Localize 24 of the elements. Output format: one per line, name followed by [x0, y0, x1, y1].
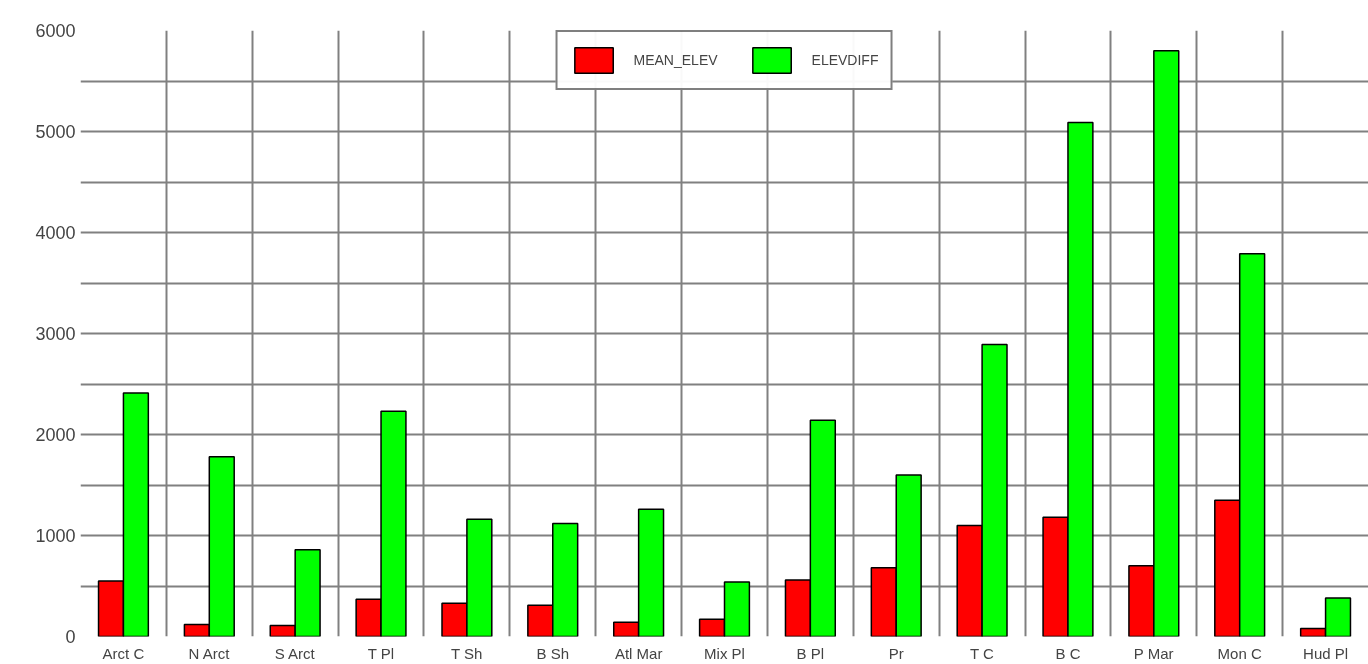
- y-tick-label: 5000: [35, 122, 76, 142]
- x-tick-label: Hud Pl: [1303, 644, 1349, 662]
- x-tick-label: T Sh: [451, 644, 483, 662]
- x-tick-label: Atl Mar: [614, 644, 663, 662]
- y-tick-label: 1000: [35, 526, 76, 546]
- x-tick-label: B Pl: [796, 644, 825, 662]
- x-tick-label: B Sh: [536, 644, 570, 662]
- x-tick-label: T C: [970, 644, 995, 662]
- y-tick-label: 3000: [35, 324, 76, 344]
- x-tick-label: Pr: [888, 644, 904, 662]
- x-tick-label: T Pl: [367, 644, 395, 662]
- y-tick-label: 6000: [35, 21, 76, 41]
- legend-label: MEAN_ELEV: [633, 52, 718, 68]
- x-tick-label: N Arct: [188, 644, 231, 662]
- legend-label: ELEVDIFF: [811, 52, 879, 68]
- x-tick-label: B C: [1055, 644, 1081, 662]
- y-tick-label: 4000: [35, 223, 76, 243]
- y-tick-label: 0: [65, 627, 76, 647]
- x-tick-label: Mix Pl: [704, 644, 745, 662]
- x-tick-label: Arct C: [102, 644, 145, 662]
- y-tick-label: 2000: [35, 425, 76, 445]
- x-tick-label: S Arct: [274, 644, 316, 662]
- x-tick-label: P Mar: [1133, 644, 1174, 662]
- x-tick-label: Mon C: [1217, 644, 1262, 662]
